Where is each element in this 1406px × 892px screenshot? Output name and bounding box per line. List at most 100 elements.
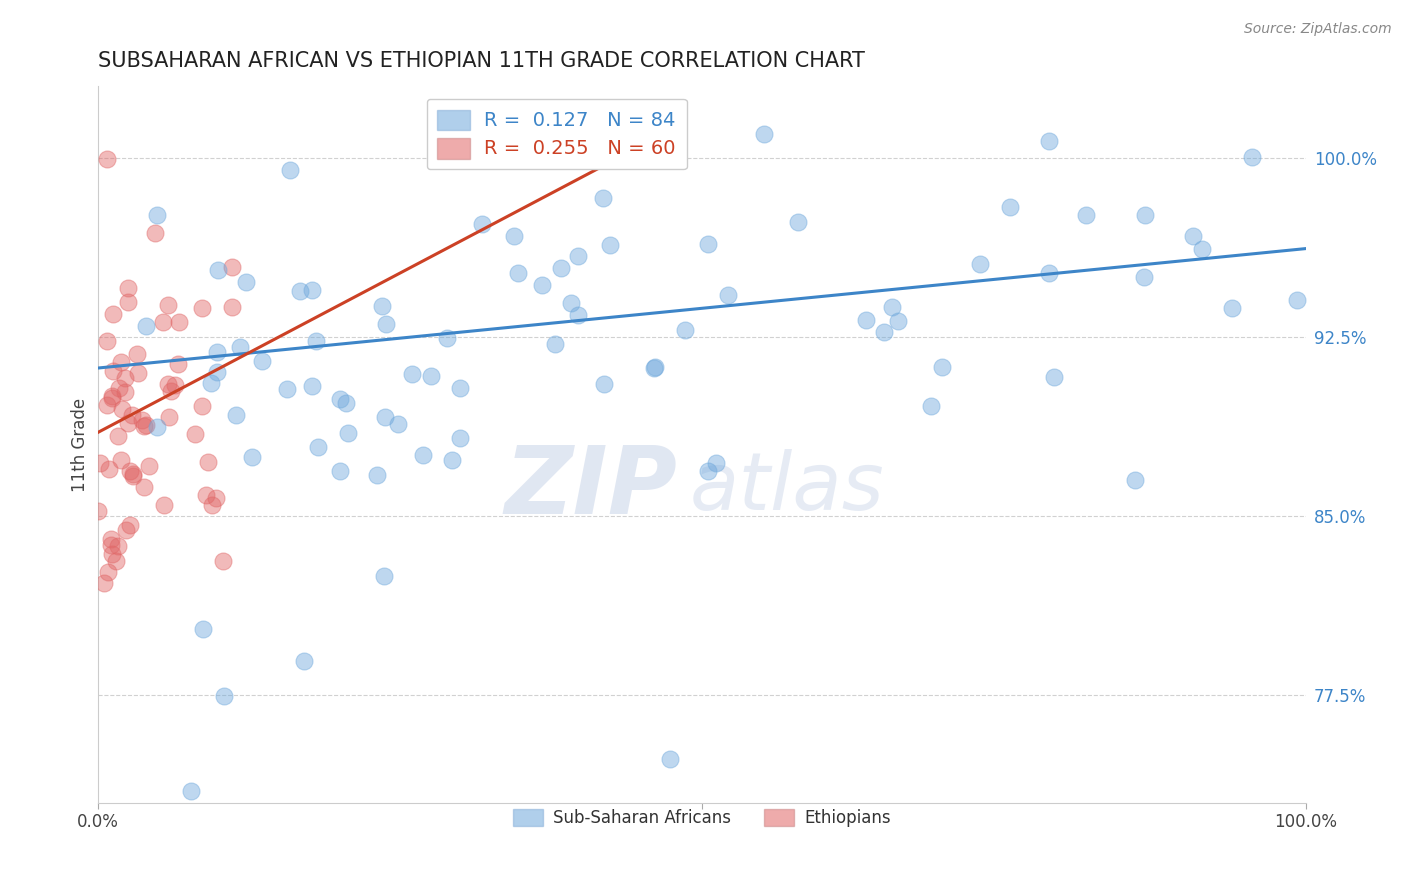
Point	[157, 409, 180, 424]
Point	[873, 325, 896, 339]
Point	[135, 319, 157, 334]
Point	[107, 429, 129, 443]
Point	[276, 382, 298, 396]
Point	[110, 452, 132, 467]
Point	[225, 409, 247, 423]
Point	[931, 359, 953, 374]
Point	[122, 468, 145, 483]
Point	[240, 450, 263, 465]
Point	[101, 547, 124, 561]
Point	[567, 308, 589, 322]
Point	[146, 419, 169, 434]
Point	[101, 307, 124, 321]
Point	[250, 354, 273, 368]
Point	[593, 377, 616, 392]
Point	[143, 226, 166, 240]
Point	[107, 540, 129, 554]
Point	[502, 228, 524, 243]
Point	[163, 378, 186, 392]
Point	[336, 426, 359, 441]
Point	[592, 190, 614, 204]
Point	[145, 208, 167, 222]
Point	[167, 315, 190, 329]
Point	[221, 260, 243, 274]
Point	[752, 127, 775, 141]
Point	[235, 275, 257, 289]
Point	[229, 340, 252, 354]
Point	[1076, 208, 1098, 222]
Point	[89, 456, 111, 470]
Point	[420, 368, 443, 383]
Point	[560, 296, 582, 310]
Point	[1133, 208, 1156, 222]
Legend: Sub-Saharan Africans, Ethiopians: Sub-Saharan Africans, Ethiopians	[506, 803, 897, 834]
Point	[131, 413, 153, 427]
Point	[221, 300, 243, 314]
Point	[998, 200, 1021, 214]
Point	[1220, 301, 1243, 315]
Point	[704, 456, 727, 470]
Point	[118, 464, 141, 478]
Point	[195, 488, 218, 502]
Point	[335, 395, 357, 409]
Point	[673, 323, 696, 337]
Point	[117, 281, 139, 295]
Point	[1038, 266, 1060, 280]
Text: SUBSAHARAN AFRICAN VS ETHIOPIAN 11TH GRADE CORRELATION CHART: SUBSAHARAN AFRICAN VS ETHIOPIAN 11TH GRA…	[97, 51, 865, 70]
Point	[887, 314, 910, 328]
Point	[104, 554, 127, 568]
Point	[401, 367, 423, 381]
Point	[87, 504, 110, 518]
Point	[1240, 150, 1263, 164]
Point	[450, 381, 472, 395]
Point	[1286, 293, 1309, 307]
Point	[1191, 243, 1213, 257]
Point	[658, 752, 681, 766]
Point	[1043, 370, 1066, 384]
Point	[717, 287, 740, 301]
Text: Source: ZipAtlas.com: Source: ZipAtlas.com	[1244, 22, 1392, 37]
Point	[920, 399, 942, 413]
Point	[132, 418, 155, 433]
Point	[122, 467, 145, 482]
Point	[387, 417, 409, 431]
Point	[110, 355, 132, 369]
Point	[373, 569, 395, 583]
Point	[117, 417, 139, 431]
Point	[301, 379, 323, 393]
Point	[101, 364, 124, 378]
Point	[366, 468, 388, 483]
Point	[108, 381, 131, 395]
Point	[127, 366, 149, 380]
Text: atlas: atlas	[689, 449, 884, 526]
Point	[697, 237, 720, 252]
Point	[855, 313, 877, 327]
Point	[193, 622, 215, 636]
Point	[1182, 229, 1205, 244]
Point	[697, 464, 720, 478]
Point	[184, 426, 207, 441]
Point	[290, 284, 312, 298]
Point	[157, 298, 180, 312]
Point	[449, 431, 471, 445]
Point	[115, 523, 138, 537]
Point	[644, 360, 666, 375]
Point	[100, 538, 122, 552]
Point	[97, 565, 120, 579]
Point	[121, 408, 143, 422]
Point	[599, 238, 621, 252]
Point	[153, 498, 176, 512]
Point	[205, 345, 228, 359]
Point	[191, 301, 214, 316]
Point	[643, 361, 665, 376]
Point	[212, 690, 235, 704]
Point	[567, 249, 589, 263]
Point	[412, 449, 434, 463]
Point	[132, 480, 155, 494]
Y-axis label: 11th Grade: 11th Grade	[72, 398, 89, 491]
Point	[544, 337, 567, 351]
Point	[301, 283, 323, 297]
Point	[159, 384, 181, 398]
Point	[125, 347, 148, 361]
Point	[471, 217, 494, 231]
